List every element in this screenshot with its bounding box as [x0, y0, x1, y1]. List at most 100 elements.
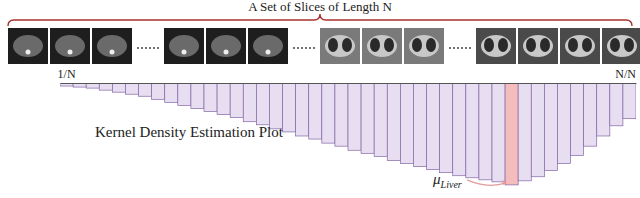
slice-thumbnail: [164, 28, 204, 64]
bar: [531, 83, 544, 177]
bar: [112, 83, 125, 92]
annotation-arrowhead: [502, 180, 507, 185]
ellipsis-dot: [149, 47, 151, 49]
bar: [335, 83, 348, 146]
bar: [413, 83, 426, 167]
ellipsis-dot: [465, 47, 467, 49]
bar: [322, 83, 335, 143]
thumbnail-body: [13, 35, 43, 57]
slice-thumbnail: [206, 28, 246, 64]
bar: [348, 83, 361, 150]
thumbnail-frame: [320, 28, 360, 64]
bar: [152, 83, 165, 99]
thumbnail-lung: [498, 38, 508, 52]
title: A Set of Slices of Length N: [248, 0, 392, 14]
brace: [8, 14, 632, 26]
bar: [544, 83, 557, 171]
annotation: μLiver: [432, 171, 462, 190]
bar: [610, 83, 623, 126]
bar: [466, 83, 479, 178]
bar: [99, 83, 112, 90]
thumbnail-body: [211, 35, 241, 57]
slice-thumbnail: [8, 28, 48, 64]
thumbnail-frame: [560, 28, 600, 64]
thumbnail-frame: [476, 28, 516, 64]
ellipsis-dot: [145, 47, 147, 49]
thumbnail-body: [409, 35, 439, 57]
slice-thumbnail: [92, 28, 132, 64]
bar: [557, 83, 570, 164]
thumbnail-frame: [602, 28, 640, 64]
thumbnail-lung: [484, 38, 494, 52]
bar: [479, 83, 492, 180]
bar: [178, 83, 191, 105]
bar: [165, 83, 178, 102]
bar: [217, 83, 230, 115]
tick: 1/N: [58, 67, 76, 83]
x-axis: 1/N N/N: [58, 67, 637, 84]
thumbnail-spine: [26, 50, 31, 55]
thumbnail-lung: [568, 38, 578, 52]
thumbnail-frame: [404, 28, 444, 64]
slice-thumbnail: [560, 28, 600, 64]
thumbnail-body: [367, 35, 397, 57]
thumbnail-lung: [540, 38, 550, 52]
ellipsis-dot: [153, 47, 155, 49]
annotation-arrow: [467, 180, 506, 185]
ellipsis-dot: [449, 47, 451, 49]
thumbnail-body: [523, 35, 553, 57]
ellipsis-dot: [137, 47, 139, 49]
bar: [125, 83, 138, 94]
thumbnail-spine: [68, 50, 73, 55]
bar: [243, 83, 256, 122]
tick: N/N: [615, 67, 636, 83]
bar: [309, 83, 322, 139]
thumbnail-lung: [624, 38, 634, 52]
bar: [623, 83, 636, 119]
thumbnail-lung: [426, 38, 436, 52]
thumbnail-lung: [412, 38, 422, 52]
bar: [584, 83, 597, 146]
thumbnail-frame: [362, 28, 402, 64]
thumbnail-frame: [206, 28, 246, 64]
thumbnails: [8, 28, 640, 64]
bar: [256, 83, 269, 125]
ellipsis-dot: [157, 47, 159, 49]
thumbnail-lung: [370, 38, 380, 52]
bar: [453, 83, 466, 176]
ellipsis-dot: [313, 47, 315, 49]
slice-thumbnail: [476, 28, 516, 64]
annotation-subscript: Liver: [440, 179, 462, 190]
thumbnail-frame: [50, 28, 90, 64]
thumbnail-lung: [610, 38, 620, 52]
ellipsis-dot: [305, 47, 307, 49]
thumbnail-body: [481, 35, 511, 57]
bar: [191, 83, 204, 108]
slice-thumbnail: [320, 28, 360, 64]
thumbnail-frame: [92, 28, 132, 64]
thumbnail-spine: [224, 50, 229, 55]
ellipsis-dot: [457, 47, 459, 49]
ellipsis-dot: [309, 47, 311, 49]
bar: [387, 83, 400, 160]
bar: [518, 83, 531, 181]
thumbnail-spine: [110, 50, 115, 55]
thumbnail-frame: [518, 28, 558, 64]
thumbnail-body: [253, 35, 283, 57]
slice-thumbnail: [404, 28, 444, 64]
bars: [60, 83, 636, 185]
chart: A Set of Slices of Length N 1/N N/N Kernel …: [0, 0, 640, 198]
bar: [139, 83, 152, 96]
thumbnail-frame: [8, 28, 48, 64]
bar: [283, 83, 296, 132]
thumbnail-body: [565, 35, 595, 57]
slice-thumbnail: [248, 28, 288, 64]
slice-thumbnail: [362, 28, 402, 64]
bar: [440, 83, 453, 173]
tick-label: N/N: [615, 67, 636, 81]
bar: [296, 83, 309, 136]
bar: [204, 83, 217, 112]
thumbnail-spine: [182, 50, 187, 55]
ellipsis-dot: [141, 47, 143, 49]
subtitle: Kernel Density Estimation Plot: [95, 124, 284, 140]
